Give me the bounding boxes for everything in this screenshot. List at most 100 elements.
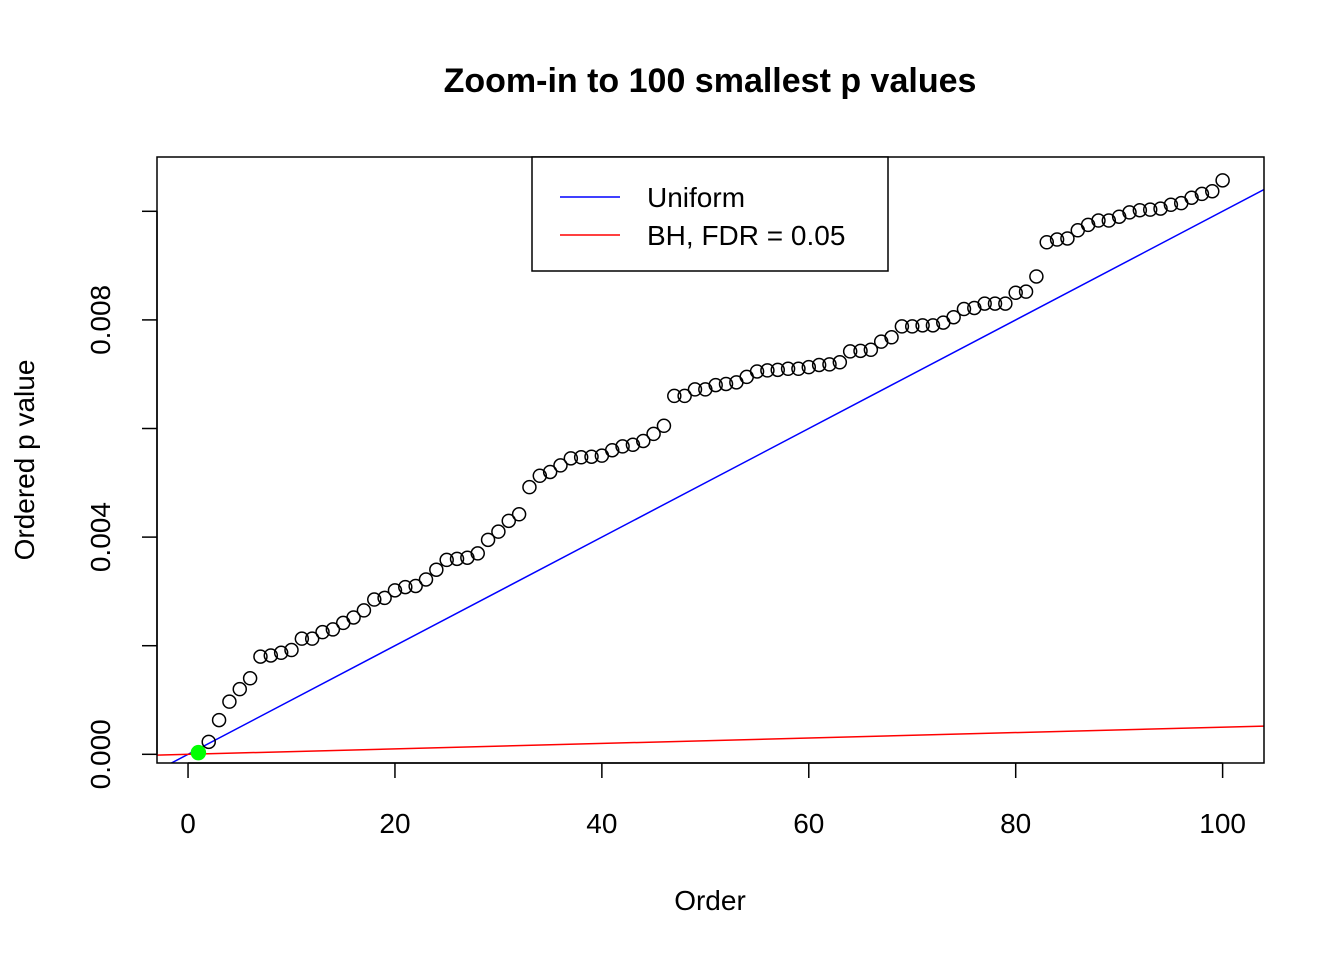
- data-point: [1153, 201, 1168, 216]
- data-point: [677, 388, 692, 404]
- data-point: [884, 330, 899, 345]
- data-point: [418, 572, 434, 587]
- data-point: [625, 437, 641, 453]
- data-point: [842, 344, 858, 359]
- data-point: [749, 364, 765, 379]
- data-point: [584, 449, 599, 464]
- data-point: [1215, 173, 1230, 188]
- data-point: [222, 694, 237, 709]
- data-point: [791, 361, 806, 377]
- data-point: [956, 301, 972, 317]
- highlight-layer: [190, 744, 207, 761]
- data-point: [315, 624, 330, 640]
- data-point: [211, 712, 227, 728]
- data-point: [356, 603, 372, 618]
- data-point: [1163, 197, 1179, 213]
- data-point: [325, 622, 341, 637]
- data-point: [273, 645, 289, 661]
- data-point: [263, 648, 279, 663]
- x-tick-label: 80: [1000, 808, 1031, 839]
- y-tick-label: 0.000: [85, 719, 116, 789]
- data-point: [1184, 190, 1199, 205]
- data-point: [439, 552, 454, 568]
- data-point: [998, 296, 1013, 311]
- series-line-uniform: [169, 188, 1264, 763]
- data-point: [201, 734, 216, 750]
- data-point: [377, 590, 392, 606]
- data-point: [1132, 202, 1148, 218]
- data-point: [1101, 213, 1117, 228]
- reference-lines: [157, 188, 1264, 763]
- data-point: [542, 464, 558, 480]
- x-axis: 0 20 40 60 80 100: [180, 762, 1246, 839]
- data-point: [946, 309, 961, 325]
- data-point: [367, 592, 382, 607]
- data-point: [522, 479, 537, 495]
- data-point: [253, 649, 268, 664]
- legend-label-bh: BH, FDR = 0.05: [647, 220, 845, 251]
- data-point: [667, 388, 682, 404]
- data-point: [408, 578, 423, 594]
- data-point: [284, 642, 299, 658]
- data-point: [615, 439, 630, 454]
- data-point: [1091, 213, 1106, 228]
- data-point: [398, 579, 413, 595]
- data-point: [304, 631, 320, 646]
- data-point: [429, 562, 444, 577]
- data-point: [801, 359, 817, 375]
- data-point: [501, 513, 517, 529]
- x-axis-label: Order: [674, 885, 746, 916]
- y-tick-label: 0.004: [85, 502, 116, 572]
- data-point: [563, 451, 579, 466]
- data-point: [977, 296, 992, 311]
- legend-box: [531, 156, 889, 272]
- data-point: [904, 319, 920, 334]
- data-point: [532, 468, 548, 483]
- data-point: [832, 355, 848, 370]
- data-point: [449, 551, 465, 567]
- data-point: [863, 342, 879, 358]
- data-point: [1194, 186, 1210, 202]
- x-tick-label: 0: [180, 808, 196, 839]
- data-point: [1122, 205, 1137, 220]
- data-point: [656, 418, 672, 434]
- data-point: [294, 631, 310, 646]
- x-tick-label: 40: [586, 808, 617, 839]
- x-tick-label: 20: [379, 808, 410, 839]
- y-tick-label: 0.008: [85, 285, 116, 355]
- x-tick-label: 100: [1199, 808, 1246, 839]
- data-point: [760, 363, 775, 378]
- data-point: [553, 458, 568, 473]
- x-tick-label: 60: [793, 808, 824, 839]
- data-point: [822, 357, 837, 372]
- data-point: [242, 671, 258, 686]
- data-point: [1008, 285, 1023, 301]
- data-point: [925, 318, 941, 333]
- data-point: [1142, 202, 1158, 217]
- y-axis-label: Ordered p value: [9, 360, 40, 561]
- data-point: [1205, 183, 1220, 199]
- data-point: [853, 343, 868, 359]
- data-point: [573, 450, 589, 465]
- data-point: [708, 377, 723, 393]
- y-axis: 0.000 0.004 0.008: [85, 210, 158, 789]
- data-point: [770, 362, 785, 378]
- points-layer: [191, 173, 1230, 760]
- data-point: [511, 507, 527, 522]
- data-point: [1039, 235, 1054, 250]
- data-point: [915, 318, 930, 333]
- data-point: [811, 357, 827, 373]
- data-point: [687, 382, 703, 397]
- data-point: [636, 433, 651, 449]
- data-point: [232, 681, 248, 697]
- data-point: [1060, 231, 1075, 246]
- data-point: [604, 442, 620, 458]
- data-point: [1018, 284, 1034, 299]
- data-point: [470, 546, 485, 561]
- legend-label-uniform: Uniform: [647, 182, 745, 213]
- data-point: [480, 532, 496, 548]
- data-point: [718, 376, 734, 392]
- data-point: [491, 524, 506, 539]
- data-point: [646, 426, 661, 442]
